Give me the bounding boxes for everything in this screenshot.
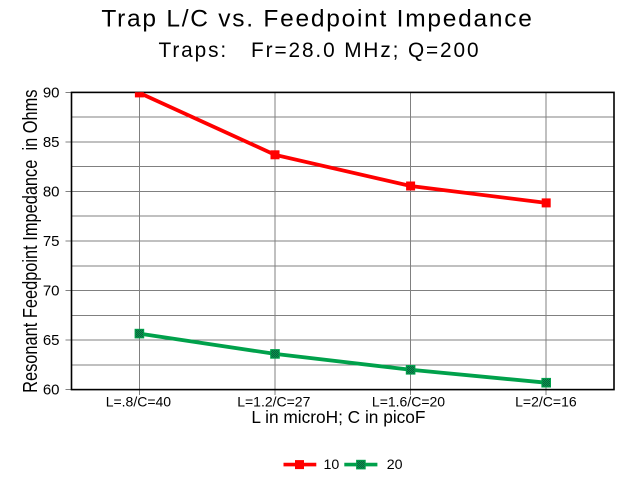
svg-text:90: 90 [43, 84, 60, 101]
svg-text:65: 65 [43, 332, 60, 349]
svg-text:10: 10 [324, 457, 340, 473]
svg-text:L=1.6/C=20: L=1.6/C=20 [372, 393, 445, 409]
svg-text:60: 60 [43, 382, 60, 399]
svg-text:L=2/C=16: L=2/C=16 [515, 393, 577, 409]
svg-text:70: 70 [43, 282, 60, 299]
svg-text:75: 75 [43, 233, 60, 250]
svg-text:20: 20 [387, 457, 403, 473]
svg-text:Resonant Feedpoint Impedance: Resonant Feedpoint Impedance in Ohms [18, 90, 41, 393]
svg-text:Trap L/C vs. Feedpoint Impedan: Trap L/C vs. Feedpoint Impedance [101, 6, 533, 33]
svg-text:L=1.2/C=27: L=1.2/C=27 [237, 393, 310, 409]
svg-text:85: 85 [43, 134, 60, 151]
svg-text:80: 80 [43, 183, 60, 200]
svg-text:Traps: Fr=28.0 MHz; Q=200: Traps: Fr=28.0 MHz; Q=200 [159, 39, 481, 62]
svg-text:L in microH; C in picoF: L in microH; C in picoF [251, 407, 425, 427]
svg-text:L=.8/C=40: L=.8/C=40 [106, 393, 172, 409]
